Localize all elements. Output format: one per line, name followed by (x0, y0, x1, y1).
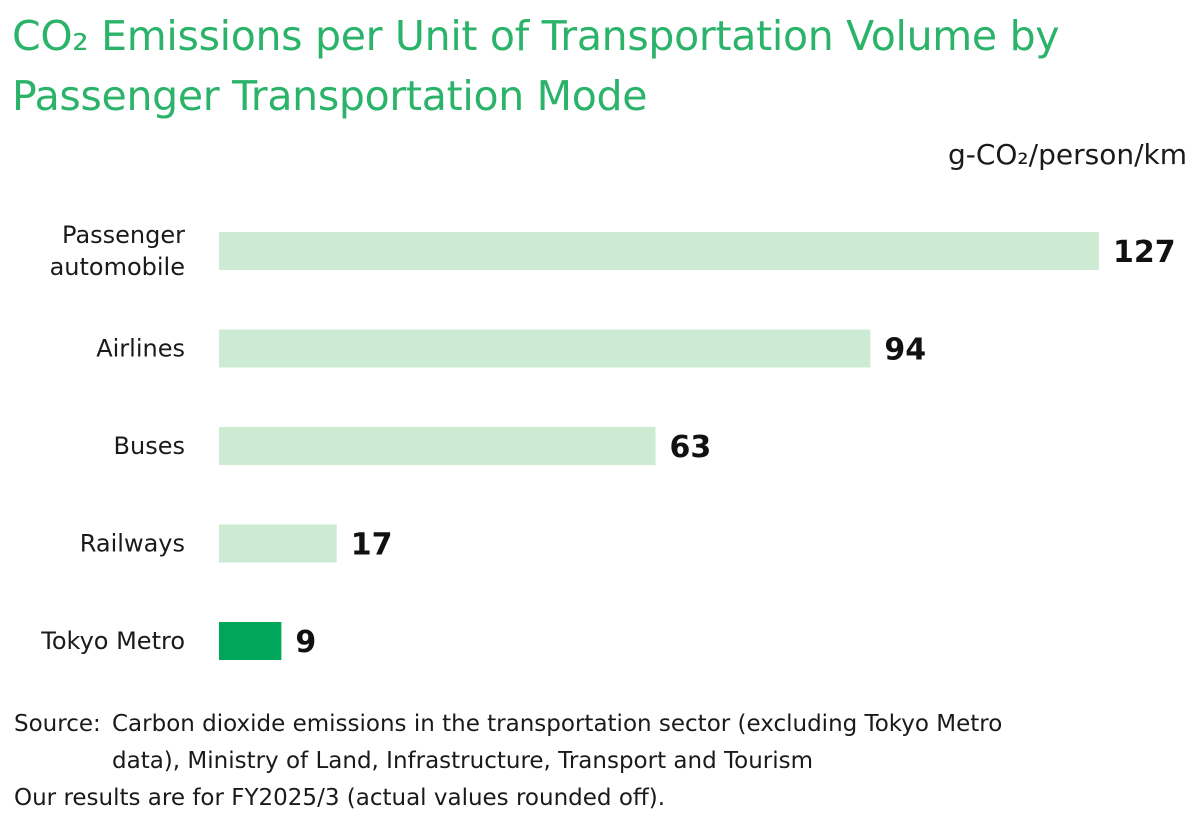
value-label-tokyo-metro: 9 (295, 625, 316, 660)
category-label-buses: Buses (114, 432, 185, 460)
source-note: Source: Carbon dioxide emissions in the … (14, 706, 1194, 817)
bar-tokyo-metro (219, 622, 282, 660)
category-label-railways: Railways (80, 530, 185, 558)
bar-passenger-automobile (219, 232, 1099, 270)
results-note: Our results are for FY2025/3 (actual val… (14, 785, 666, 811)
value-label-passenger-automobile: 127 (1113, 235, 1176, 270)
category-label-airlines: Airlines (96, 335, 185, 363)
value-label-buses: 63 (670, 430, 712, 465)
value-label-railways: 17 (351, 528, 393, 563)
unit-label: g-CO₂/person/km (947, 138, 1187, 171)
source-line-2: data), Ministry of Land, Infrastructure,… (112, 748, 814, 774)
bar-railways (219, 524, 337, 563)
bar-buses (219, 427, 656, 465)
bar-chart: 127 Passenger automobile 94 Airlines 63 Buses 1… (40, 221, 1176, 660)
source-prefix: Source: (14, 711, 101, 737)
bar-airlines (219, 329, 871, 368)
chart-title: CO₂ Emissions per Unit of Transportation… (12, 12, 1060, 120)
category-label-passenger-automobile: Passenger automobile (50, 221, 186, 281)
value-label-airlines: 94 (884, 333, 926, 368)
category-label-tokyo-metro: Tokyo Metro (40, 627, 185, 655)
source-line-1: Carbon dioxide emissions in the transpor… (112, 711, 1003, 737)
